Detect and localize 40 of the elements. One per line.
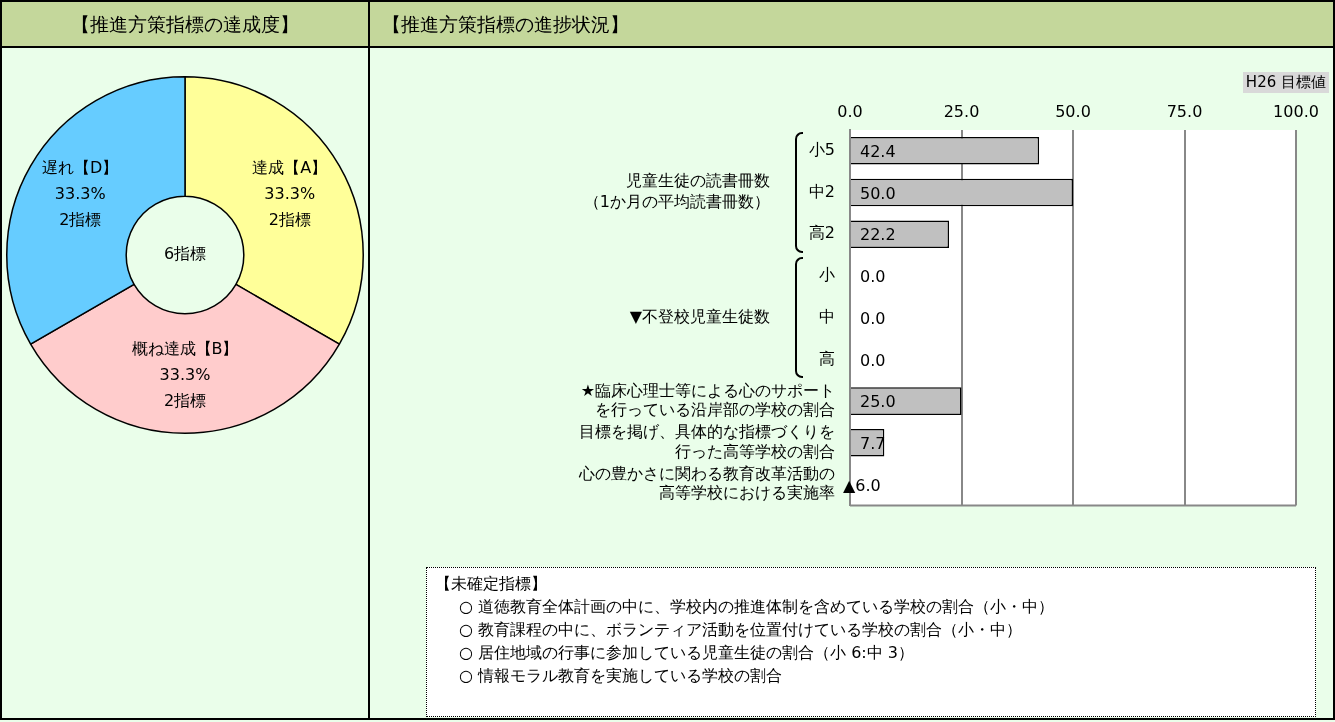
data-label: 0.0 (860, 267, 886, 287)
data-label: 33.3% 2指標 (264, 183, 316, 229)
data-label: 42.4 (860, 142, 896, 162)
y-tick-label: 小5 (808, 140, 835, 160)
y-tick-label: 高 (819, 348, 835, 368)
data-label: 22.2 (860, 225, 896, 245)
text: ○ 居住地域の行事に参加している児童生徒の割合（小 6:中 3） (458, 642, 915, 664)
text: 【推進方策指標の進捗状況】 (370, 2, 1333, 48)
data-label: 7.7 (860, 433, 886, 453)
x-tick-label: 25.0 (943, 101, 980, 121)
y-tick-label: 中 (819, 306, 835, 326)
data-label: 33.3% 2指標 (159, 365, 211, 411)
x-axis-title: H26 目標値 (1242, 72, 1329, 93)
x-tick-label: 0.0 (837, 101, 863, 121)
y-tick-label: 目標を掲げ、具体的な指標づくりを行った高等学校の割合 (579, 422, 835, 461)
text: 児童生徒の読書冊数（1か月の平均読書冊数） (583, 171, 770, 212)
x-tick-label: 50.0 (1055, 101, 1091, 121)
data-label: 33.3% 2指標 (54, 183, 106, 229)
slice-label: 達成【A】 (252, 157, 328, 177)
y-tick-label: 高2 (808, 223, 835, 243)
y-tick-label: 心の豊かさに関わる教育改革活動の高等学校における実施率 (578, 464, 835, 503)
text: ○ 情報モラル教育を実施している学校の割合 (458, 665, 784, 687)
x-tick-label: 75.0 (1166, 101, 1203, 121)
data-label: 0.0 (860, 308, 886, 328)
y-tick-label: 小 (819, 265, 835, 285)
y-tick-label: ★臨床心理士等による心のサポートを行っている沿岸部の学校の割合 (580, 380, 835, 419)
text: ▲6.0 (843, 475, 881, 495)
slice-label: 概ね達成【B】 (131, 339, 239, 359)
text: 【未確定指標】 (435, 573, 548, 595)
text: ▼不登校児童生徒数 (629, 306, 770, 326)
data-label: 50.0 (860, 183, 896, 203)
text: 6指標 (163, 244, 207, 264)
data-label: 25.0 (860, 392, 896, 412)
data-label: 0.0 (860, 350, 886, 370)
chart-title: 【推進方策指標の達成度】 (2, 2, 368, 48)
text: ○ 教育課程の中に、ボランティア活動を位置付けている学校の割合（小・中） (458, 619, 1024, 641)
y-tick-label: 中2 (808, 181, 835, 201)
x-tick-label: 100.0 (1273, 101, 1319, 121)
text: ○ 道徳教育全体計画の中に、学校内の推進体制を含めている学校の割合（小・中） (458, 596, 1056, 618)
slice-label: 遅れ【D】 (42, 157, 119, 177)
